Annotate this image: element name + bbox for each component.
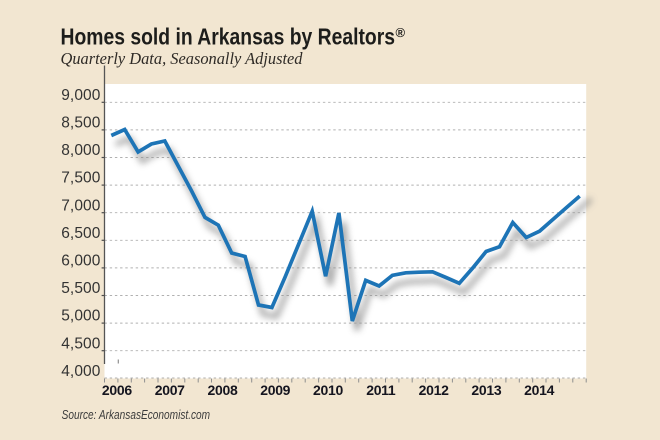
- svg-text:4,500: 4,500: [61, 335, 101, 352]
- svg-text:7,000: 7,000: [61, 197, 101, 214]
- svg-text:2007: 2007: [155, 382, 185, 398]
- svg-text:2012: 2012: [419, 382, 449, 398]
- svg-text:Homes sold in Arkansas by Real: Homes sold in Arkansas by Realtors: [61, 23, 396, 49]
- svg-text:8,000: 8,000: [61, 142, 101, 159]
- svg-text:6,000: 6,000: [61, 253, 101, 270]
- svg-text:4,000: 4,000: [61, 363, 101, 380]
- svg-text:2013: 2013: [471, 382, 501, 398]
- svg-text:2014: 2014: [524, 382, 554, 398]
- svg-text:8,500: 8,500: [61, 115, 101, 132]
- svg-text:9,000: 9,000: [61, 87, 101, 104]
- svg-text:Source: ArkansasEconomist.com: Source: ArkansasEconomist.com: [62, 408, 211, 422]
- svg-text:2006: 2006: [102, 382, 132, 398]
- svg-text:6,500: 6,500: [61, 225, 101, 242]
- svg-text:2009: 2009: [260, 382, 290, 398]
- svg-text:7,500: 7,500: [61, 170, 101, 187]
- svg-text:2008: 2008: [208, 382, 238, 398]
- svg-text:2010: 2010: [313, 382, 343, 398]
- svg-text:5,500: 5,500: [61, 280, 101, 297]
- svg-text:5,000: 5,000: [61, 308, 101, 325]
- svg-text:2011: 2011: [366, 382, 396, 398]
- svg-text:Quarterly Data, Seasonally Adj: Quarterly Data, Seasonally Adjusted: [61, 49, 303, 68]
- svg-text:®: ®: [396, 25, 406, 40]
